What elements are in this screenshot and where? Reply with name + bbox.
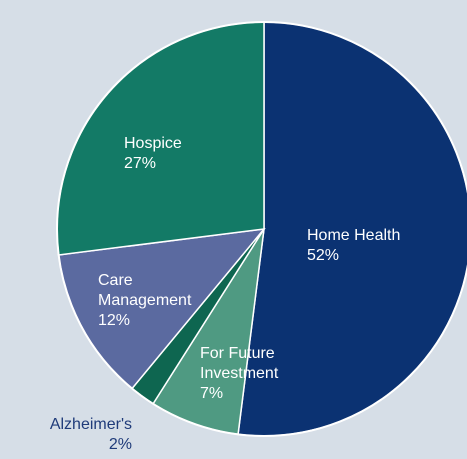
slice-label: Care Management 12% (98, 271, 210, 331)
value-label: 12% (98, 312, 131, 329)
slice-label: Alzheimer's 2% (0, 415, 132, 455)
category-label: Home Health (307, 227, 401, 244)
slice-label: Hospice 27% (124, 134, 234, 174)
value-label: 52% (307, 247, 340, 264)
value-label: 7% (200, 385, 224, 402)
category-label: Hospice (124, 135, 182, 152)
pie-border (56, 21, 467, 437)
category-label: For Future Investment (200, 345, 279, 382)
value-label: 2% (108, 436, 132, 453)
category-label: Care Management (98, 272, 192, 309)
slice-label: For Future Investment 7% (200, 344, 315, 404)
slice-label: Home Health 52% (307, 226, 447, 266)
category-label: Alzheimer's (49, 416, 132, 433)
value-label: 27% (124, 155, 157, 172)
